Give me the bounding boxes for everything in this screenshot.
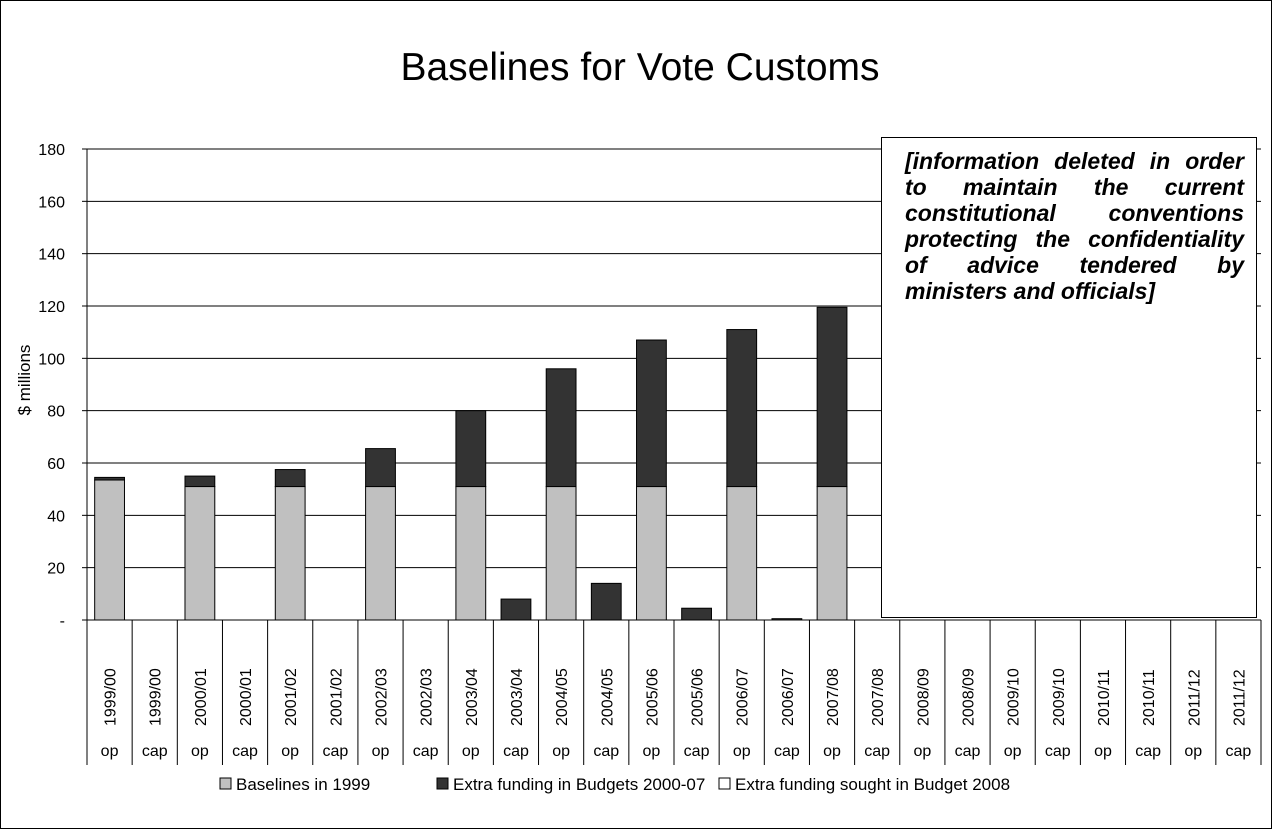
bar-segment <box>726 486 758 621</box>
x-subcategory-label: cap <box>774 743 800 760</box>
y-tick-label: 60 <box>47 456 65 473</box>
x-tick-label: 2007/08 <box>870 668 887 726</box>
x-subcategory-label: op <box>1184 743 1202 760</box>
legend-label: Extra funding sought in Budget 2008 <box>735 775 1010 794</box>
y-tick-label: 20 <box>47 561 65 578</box>
legend-swatch <box>219 777 232 790</box>
x-subcategory-label: op <box>462 743 480 760</box>
x-tick-label: 1999/00 <box>103 668 120 726</box>
bar-segment <box>274 486 306 621</box>
bar-segment <box>94 476 125 481</box>
y-tick-label: 40 <box>47 508 65 525</box>
bar-segment <box>184 475 216 488</box>
x-tick-label: 2000/01 <box>193 668 210 726</box>
x-subcategory-label: op <box>1094 743 1112 760</box>
x-subcategory-label: op <box>191 743 209 760</box>
y-axis-label: $ millions <box>15 345 34 416</box>
x-tick-label: 2002/03 <box>374 668 391 726</box>
x-tick-label: 2010/11 <box>1096 669 1113 726</box>
x-subcategory-label: op <box>733 743 751 760</box>
x-subcategory-label: cap <box>593 743 619 760</box>
x-subcategory-label: op <box>823 743 841 760</box>
x-subcategory-label: cap <box>322 743 348 760</box>
x-tick-label: 2003/04 <box>464 668 481 726</box>
x-tick-label: 2009/10 <box>1006 668 1023 726</box>
y-tick-label: 180 <box>38 142 65 159</box>
x-tick-label: 2005/06 <box>644 668 661 726</box>
x-subcategory-label: cap <box>1045 743 1071 760</box>
y-tick-label: 120 <box>38 299 65 316</box>
bars <box>94 306 848 621</box>
x-tick-label: 2004/05 <box>554 668 571 726</box>
x-subcategory-label: op <box>281 743 299 760</box>
bar-segment <box>590 582 622 621</box>
bar-segment <box>365 486 396 621</box>
x-tick-label: 2011/12 <box>1186 669 1203 726</box>
bar-segment <box>545 368 577 488</box>
bar-segment <box>500 598 532 621</box>
x-subcategory-label: op <box>1004 743 1022 760</box>
legend-label: Extra funding in Budgets 2000-07 <box>453 775 705 794</box>
chart-title: Baselines for Vote Customs <box>400 46 879 89</box>
annotation-box: [information deleted in order to maintai… <box>881 137 1257 618</box>
y-tick-label: 140 <box>38 247 65 264</box>
bar-segment <box>94 479 125 621</box>
y-tick-label: 80 <box>47 404 65 421</box>
bar-segment <box>636 339 667 488</box>
x-subcategory-label: op <box>101 743 119 760</box>
x-tick-label: 2009/10 <box>1051 668 1068 726</box>
x-tick-label: 1999/00 <box>148 668 165 726</box>
bar-segment <box>365 448 396 488</box>
x-subcategory-label: cap <box>413 743 439 760</box>
legend-swatch <box>436 777 449 790</box>
bar-segment <box>545 486 577 621</box>
legend: Baselines in 1999 Extra funding in Budget… <box>219 775 1010 794</box>
bar-segment <box>455 486 487 621</box>
legend-swatch <box>718 777 731 790</box>
x-tick-label: 2001/02 <box>328 668 345 726</box>
y-tick-label: - <box>60 613 65 630</box>
x-subcategory-label: cap <box>142 743 168 760</box>
x-subcategory-label: cap <box>1226 743 1252 760</box>
x-tick-label: 2007/08 <box>825 668 842 726</box>
x-subcategory-label: cap <box>684 743 710 760</box>
x-tick-label: 2000/01 <box>238 668 255 726</box>
bar-segment <box>816 306 848 488</box>
legend-label: Baselines in 1999 <box>236 775 370 794</box>
x-subcategory-label: cap <box>955 743 981 760</box>
bar-segment <box>274 469 306 488</box>
x-tick-label: 2003/04 <box>509 668 526 726</box>
y-tick-label: 100 <box>38 351 65 368</box>
x-tick-label: 2010/11 <box>1141 669 1158 726</box>
x-subcategory-label: op <box>913 743 931 760</box>
bar-segment <box>184 486 216 621</box>
x-tick-label: 2004/05 <box>599 668 616 726</box>
x-tick-label: 2001/02 <box>283 668 300 726</box>
x-subcategory-label: cap <box>1135 743 1161 760</box>
bar-segment <box>636 486 667 621</box>
x-tick-label: 2006/07 <box>780 668 797 726</box>
y-tick-label: 160 <box>38 194 65 211</box>
bar-segment <box>726 329 758 488</box>
x-tick-label: 2006/07 <box>735 668 752 726</box>
x-subcategory-label: op <box>372 743 390 760</box>
x-tick-label: 2005/06 <box>690 668 707 726</box>
x-subcategory-label: op <box>643 743 661 760</box>
x-tick-label: 2002/03 <box>419 668 436 726</box>
x-subcategory-label: op <box>552 743 570 760</box>
x-tick-label: 2008/09 <box>961 668 978 726</box>
x-tick-label: 2011/12 <box>1231 669 1248 726</box>
x-subcategory-label: cap <box>232 743 258 760</box>
x-tick-label: 2008/09 <box>915 668 932 726</box>
x-subcategory-label: cap <box>503 743 529 760</box>
bar-segment <box>816 486 848 621</box>
bar-segment <box>455 410 487 488</box>
x-subcategory-label: cap <box>864 743 890 760</box>
axes: - 20 40 60 80 100 120 140 160 180 1999/00 op 1999/00… <box>38 142 1262 765</box>
bar-segment <box>681 607 712 621</box>
